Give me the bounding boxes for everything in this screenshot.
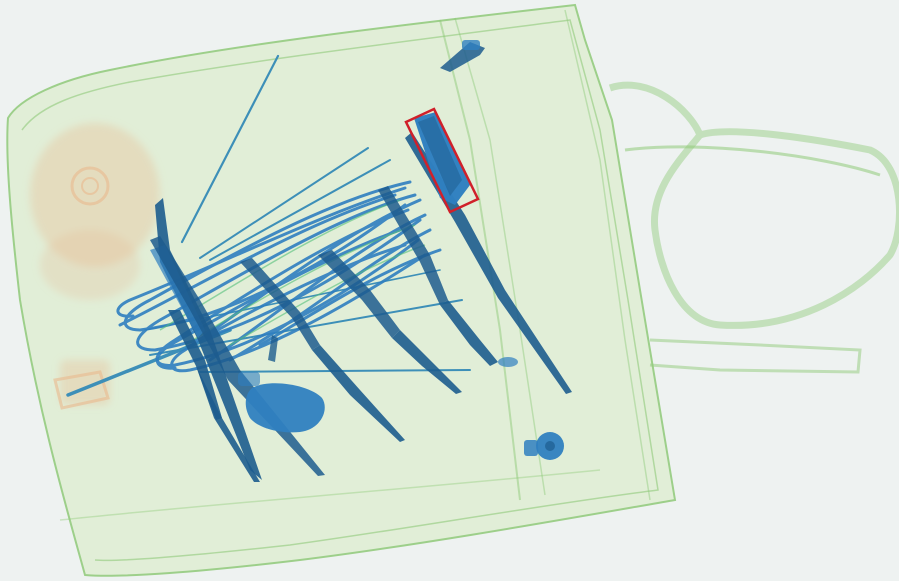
detected-object bbox=[414, 112, 470, 205]
bag-handle bbox=[608, 81, 899, 374]
organic-ring bbox=[53, 166, 110, 410]
wire-bundle bbox=[116, 180, 442, 373]
bag-inner-edge bbox=[21, 19, 659, 562]
detection-bounding-box bbox=[404, 107, 480, 214]
bag-side-panel-3 bbox=[564, 9, 651, 501]
knife-5 bbox=[318, 250, 462, 394]
knife-2 bbox=[150, 236, 325, 476]
bottle-cap bbox=[524, 432, 564, 460]
small-key bbox=[238, 335, 278, 386]
bag-side-panel bbox=[439, 19, 521, 501]
bag-bottom-seam bbox=[59, 469, 601, 521]
bag-side-panel-2 bbox=[454, 17, 546, 496]
knife-6 bbox=[378, 186, 518, 367]
knife-3 bbox=[168, 310, 260, 482]
metal-canister bbox=[245, 383, 325, 433]
small-clip bbox=[440, 40, 485, 72]
knife-4 bbox=[240, 258, 405, 442]
